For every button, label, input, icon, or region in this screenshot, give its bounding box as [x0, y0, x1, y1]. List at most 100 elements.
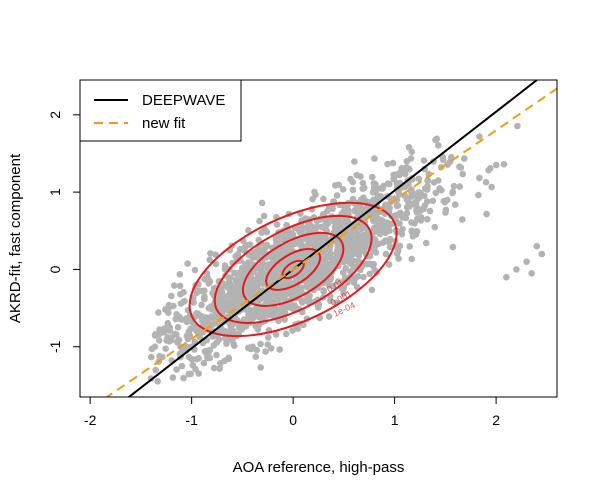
- scatter-point: [393, 250, 401, 258]
- scatter-point: [188, 356, 196, 363]
- x-tick-label: -2: [84, 412, 97, 428]
- scatter-point: [371, 155, 378, 162]
- scatter-point: [435, 142, 442, 149]
- y-tick-label: 0: [47, 265, 63, 273]
- scatter-point: [289, 327, 296, 334]
- scatter-point: [216, 365, 223, 372]
- scatter-point: [349, 178, 357, 186]
- plot-frame: [79, 79, 558, 398]
- scatter-point: [475, 191, 482, 199]
- scatter-point: [199, 313, 207, 321]
- scatter-point: [408, 219, 415, 226]
- scatter-point: [166, 338, 173, 345]
- scatter-point: [514, 122, 521, 130]
- scatter-point: [306, 235, 313, 242]
- scatter-point: [183, 332, 191, 340]
- scatter-point: [185, 370, 193, 378]
- scatter-point: [371, 239, 379, 246]
- legend-box: [79, 79, 242, 142]
- legend-label-deepwave: DEEPWAVE: [142, 92, 225, 109]
- scatter-point: [372, 249, 380, 256]
- scatter-point: [347, 268, 354, 276]
- scatter-point: [252, 305, 259, 313]
- scatter-point: [191, 266, 199, 274]
- scatter-point: [313, 223, 321, 230]
- y-tick-label: 1: [47, 188, 63, 196]
- scatter-point: [164, 319, 172, 327]
- scatter-point: [405, 144, 413, 151]
- scatter-point: [298, 299, 306, 306]
- scatter-point: [340, 222, 348, 229]
- scatter-point: [255, 244, 262, 252]
- scatter-point: [422, 239, 430, 247]
- scatter-point: [148, 353, 155, 361]
- scatter-point: [180, 374, 187, 382]
- scatter-point: [369, 188, 377, 196]
- scatter-point: [245, 311, 252, 318]
- scatter-points: [147, 122, 546, 385]
- scatter-point: [538, 250, 546, 258]
- scatter-point: [386, 235, 394, 243]
- scatter-point: [292, 239, 299, 246]
- scatter-point: [319, 250, 326, 257]
- scatter-point: [308, 223, 315, 230]
- scatter-point: [178, 316, 185, 323]
- scatter-point: [207, 313, 215, 321]
- scatter-point: [408, 255, 416, 263]
- scatter-point: [152, 366, 159, 374]
- scatter-point: [189, 361, 197, 369]
- scatter-point: [221, 335, 229, 342]
- scatter-point: [492, 161, 500, 169]
- scatter-point: [439, 156, 447, 164]
- scatter-point: [528, 270, 535, 277]
- scatter-point: [234, 274, 242, 282]
- scatter-point: [424, 177, 431, 184]
- contour-line: [265, 248, 322, 291]
- scatter-point: [400, 165, 408, 173]
- scatter-point: [403, 196, 411, 203]
- scatter-point: [246, 241, 254, 248]
- scatter-point: [415, 206, 423, 214]
- scatter-point: [320, 288, 328, 295]
- scatter-point: [268, 273, 276, 280]
- scatter-point: [241, 320, 249, 328]
- scatter-point: [406, 203, 413, 210]
- scatter-point: [449, 243, 457, 251]
- scatter-point: [371, 216, 378, 223]
- scatter-point: [323, 245, 330, 252]
- scatter-point: [340, 290, 347, 297]
- scatter-point: [201, 295, 208, 303]
- y-axis-ticks: -1 0 1 2: [47, 111, 80, 353]
- scatter-point: [310, 241, 318, 248]
- scatter-point: [274, 264, 282, 272]
- scatter-point: [421, 185, 429, 192]
- scatter-point: [333, 257, 340, 264]
- x-tick-label: -1: [185, 412, 198, 428]
- scatter-point: [229, 299, 236, 307]
- scatter-point: [415, 194, 423, 202]
- scatter-point: [177, 300, 185, 307]
- scatter-point: [195, 355, 202, 362]
- x-axis-label: AOA reference, high-pass: [233, 459, 405, 476]
- scatter-point: [322, 233, 329, 240]
- scatter-point: [408, 228, 416, 235]
- scatter-point: [273, 221, 281, 228]
- scatter-point: [432, 189, 440, 197]
- scatter-point: [346, 256, 354, 264]
- scatter-point: [409, 233, 417, 240]
- scatter-point: [429, 197, 437, 205]
- scatter-point: [418, 214, 425, 221]
- scatter-point: [161, 325, 168, 332]
- scatter-point: [344, 248, 352, 255]
- scatter-point: [209, 333, 216, 340]
- scatter-point: [362, 205, 370, 212]
- scatter-point: [206, 346, 214, 354]
- scatter-point: [443, 196, 451, 204]
- x-tick-label: 2: [492, 412, 500, 428]
- scatter-point: [394, 202, 402, 209]
- scatter-point: [248, 251, 256, 258]
- contour-line: [188, 201, 398, 338]
- scatter-point: [257, 364, 265, 371]
- scatter-point: [456, 183, 464, 190]
